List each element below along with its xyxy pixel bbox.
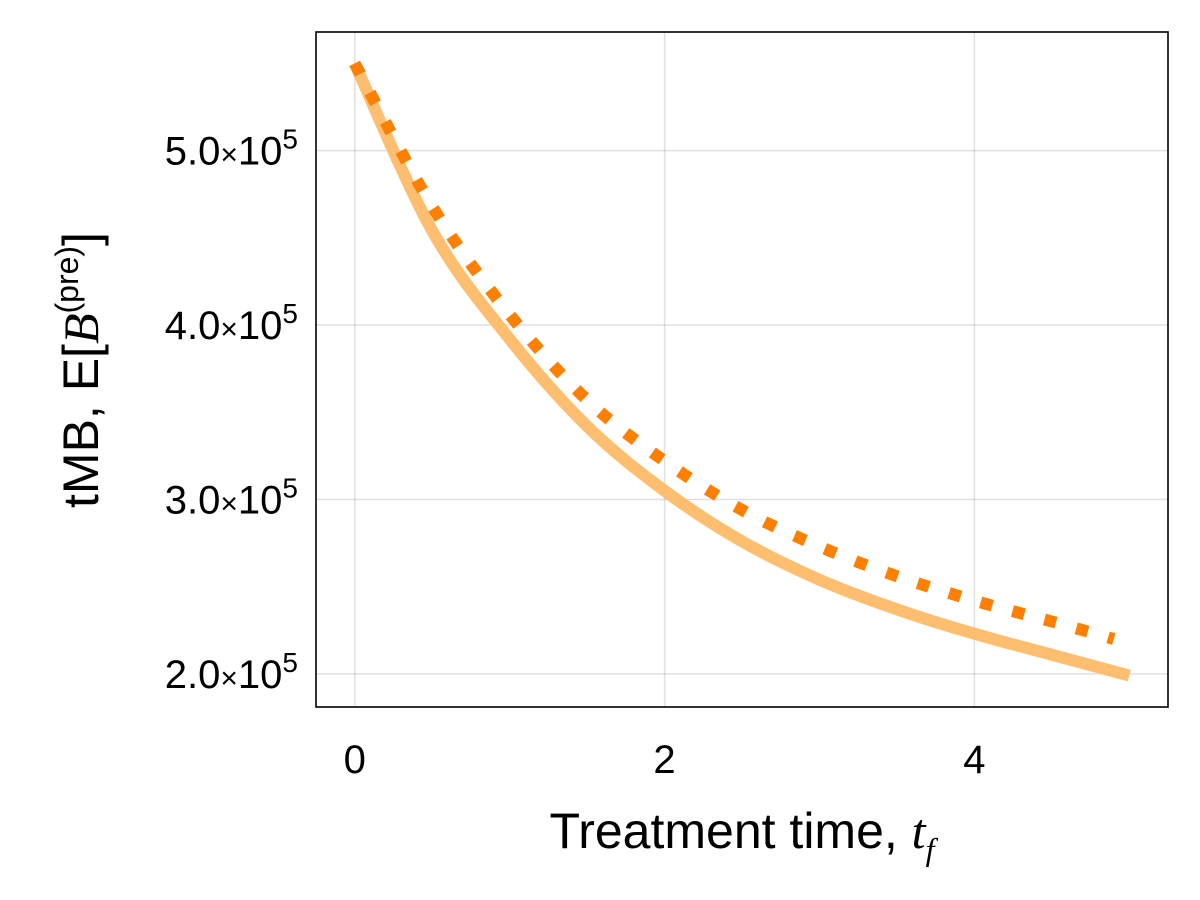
series-lines (349, 60, 1131, 682)
plot-area-frame (315, 31, 1169, 708)
y-tick-label: 4.0×105 (165, 298, 298, 348)
x-tick-label: 4 (963, 738, 985, 782)
grid-lines (316, 32, 1168, 707)
y-tick-label: 3.0×105 (165, 472, 298, 522)
y-axis-title: tMB, E[B(pre)] (49, 232, 109, 508)
x-tick-label: 0 (344, 738, 366, 782)
x-tick-label: 2 (653, 738, 675, 782)
tick-labels: 0 2 4 2.0×105 3.0×105 4.0×105 5.0×105 (165, 124, 986, 782)
series-solid-line (349, 60, 1131, 682)
y-tick-label: 5.0×105 (165, 124, 298, 174)
x-axis-title: Treatment time, tf (550, 803, 939, 867)
y-tick-label: 2.0×105 (165, 647, 298, 697)
